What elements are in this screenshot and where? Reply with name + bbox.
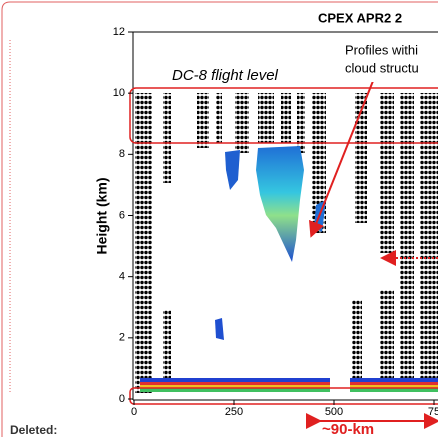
y-tick-label: 6	[119, 209, 125, 221]
x-tick-label: 500	[325, 406, 343, 418]
annotation: cloud structu	[345, 60, 419, 75]
figure-title: CPEX APR2 2	[318, 10, 402, 25]
y-tick-label: 10	[113, 87, 125, 99]
x-tick-label: 250	[225, 406, 243, 418]
y-tick-label: 0	[119, 393, 125, 405]
annotation: Profiles withi	[345, 42, 418, 57]
x-tick-label: 0	[131, 406, 137, 418]
annotation: DC-8 flight level	[172, 67, 279, 84]
y-tick-label: 2	[119, 332, 125, 344]
x-tick-label: 75	[428, 406, 438, 418]
y-tick-label: 12	[113, 26, 125, 38]
page: {"figure": { "title": "CPEX APR2 2", "y_…	[0, 0, 438, 437]
deleted-label: Deleted:	[10, 423, 57, 437]
y-tick-label: 4	[119, 271, 125, 283]
y-tick-label: 8	[119, 148, 125, 160]
document-view: CPEX APR2 2 Height (km) Profiles withi c…	[0, 0, 438, 437]
annotation: ~90-km	[322, 421, 374, 437]
y-axis-label: Height (km)	[94, 178, 110, 255]
figure-plot	[130, 32, 438, 421]
